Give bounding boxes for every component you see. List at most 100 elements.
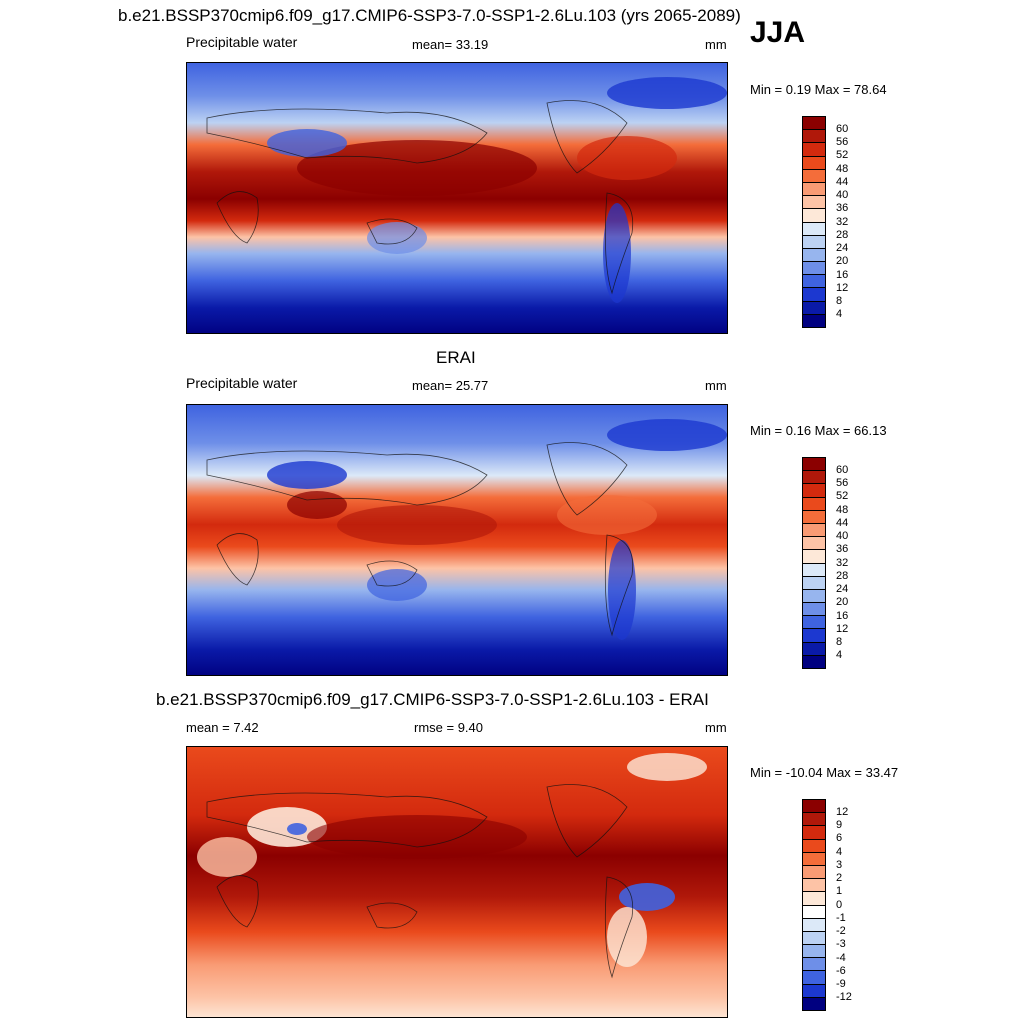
panel-1-map	[186, 62, 728, 334]
colorbar-swatch	[803, 458, 825, 472]
colorbar-tick-label: 8	[836, 295, 843, 307]
colorbar-swatch	[803, 248, 825, 263]
colorbar-tick-label: 36	[836, 543, 849, 556]
colorbar-tick-label: 3	[836, 858, 843, 871]
panel-2-map	[186, 404, 728, 676]
panel-3-mean: mean = 7.42	[186, 720, 259, 735]
panel-2-title: ERAI	[436, 348, 476, 367]
colorbar-tick-label: 36	[836, 202, 849, 215]
panel-2-mean: mean= 25.77	[412, 378, 489, 393]
panel-1-mean: mean= 33.19	[412, 37, 489, 52]
colorbar-swatch	[803, 182, 825, 197]
colorbar-swatch	[803, 262, 825, 276]
panel-2-variable: Precipitable water	[186, 375, 298, 391]
colorbar-tick-label: 40	[836, 530, 849, 542]
colorbar-tick-label: 32	[836, 556, 849, 569]
colorbar-swatch	[803, 209, 825, 223]
colorbar-tick-label: 32	[836, 215, 849, 228]
colorbar-swatch	[803, 196, 825, 210]
colorbar-tick-label: 4	[836, 649, 843, 662]
colorbar-swatch	[803, 523, 825, 538]
colorbar-swatch	[803, 905, 825, 919]
colorbar-swatch	[803, 931, 825, 946]
colorbar-swatch	[803, 984, 825, 998]
panel-1-colorbar	[802, 116, 826, 328]
colorbar-swatch	[803, 945, 825, 959]
colorbar-tick-label: 8	[836, 636, 843, 648]
colorbar-swatch	[803, 275, 825, 289]
colorbar-swatch	[803, 288, 825, 302]
colorbar-tick-label: 48	[836, 162, 849, 175]
colorbar-tick-label: -2	[836, 925, 846, 937]
colorbar-tick-label: 60	[836, 463, 849, 476]
colorbar-swatch	[803, 222, 825, 236]
colorbar-tick-label: 4	[836, 845, 843, 858]
colorbar-tick-label: -3	[836, 938, 846, 951]
colorbar-swatch	[803, 603, 825, 617]
panel-3-units: mm	[705, 720, 727, 735]
colorbar-tick-label: 24	[836, 242, 849, 254]
panel-2-minmax: Min = 0.16 Max = 66.13	[750, 423, 887, 438]
colorbar-swatch	[803, 971, 825, 985]
colorbar-swatch	[803, 301, 825, 315]
colorbar-tick-label: 12	[836, 805, 849, 818]
colorbar-tick-label: 44	[836, 516, 849, 529]
colorbar-swatch	[803, 471, 825, 485]
colorbar-swatch	[803, 865, 825, 880]
colorbar-swatch	[803, 629, 825, 643]
colorbar-swatch	[803, 537, 825, 551]
colorbar-tick-label: 52	[836, 490, 849, 503]
colorbar-swatch	[803, 497, 825, 511]
panel-1-title: b.e21.BSSP370cmip6.f09_g17.CMIP6-SSP3-7.…	[118, 6, 741, 25]
colorbar-swatch	[803, 576, 825, 590]
colorbar-tick-label: -9	[836, 978, 846, 990]
colorbar-swatch	[803, 169, 825, 183]
colorbar-tick-label: 9	[836, 819, 843, 831]
panel-3-title: b.e21.BSSP370cmip6.f09_g17.CMIP6-SSP3-7.…	[156, 690, 709, 709]
panel-1-variable: Precipitable water	[186, 34, 298, 50]
colorbar-tick-label: 56	[836, 136, 849, 148]
panel-3-minmax: Min = -10.04 Max = 33.47	[750, 765, 899, 780]
panel-1-units: mm	[705, 37, 727, 52]
colorbar-swatch	[803, 235, 825, 249]
panel-3-colorbar	[802, 799, 826, 1011]
colorbar-tick-label: -12	[836, 991, 852, 1004]
colorbar-swatch	[803, 117, 825, 131]
colorbar-tick-label: 48	[836, 503, 849, 516]
colorbar-tick-label: 60	[836, 122, 849, 135]
colorbar-tick-label: 44	[836, 175, 849, 188]
colorbar-swatch	[803, 800, 825, 814]
colorbar-tick-label: 16	[836, 268, 849, 281]
colorbar-swatch	[803, 852, 825, 866]
colorbar-tick-label: 16	[836, 609, 849, 622]
panel-3-map	[186, 746, 728, 1018]
colorbar-tick-label: -6	[836, 964, 846, 977]
colorbar-swatch	[803, 918, 825, 932]
colorbar-tick-label: 52	[836, 149, 849, 162]
season-label: JJA	[750, 16, 806, 49]
colorbar-tick-label: -1	[836, 911, 846, 924]
colorbar-swatch	[803, 616, 825, 630]
colorbar-tick-label: 20	[836, 596, 849, 609]
colorbar-tick-label: 2	[836, 872, 843, 884]
colorbar-tick-label: 4	[836, 308, 843, 321]
colorbar-swatch	[803, 589, 825, 604]
colorbar-tick-label: 20	[836, 255, 849, 268]
colorbar-swatch	[803, 813, 825, 827]
colorbar-tick-label: -4	[836, 951, 846, 964]
colorbar-tick-label: 0	[836, 898, 843, 911]
panel-2-units: mm	[705, 378, 727, 393]
colorbar-swatch	[803, 826, 825, 840]
colorbar-swatch	[803, 839, 825, 853]
colorbar-swatch	[803, 314, 825, 327]
colorbar-tick-label: 12	[836, 281, 849, 294]
colorbar-swatch	[803, 958, 825, 972]
colorbar-tick-label: 12	[836, 622, 849, 635]
colorbar-swatch	[803, 143, 825, 157]
panel-3-rmse: rmse = 9.40	[414, 720, 484, 735]
colorbar-tick-label: 6	[836, 832, 843, 845]
colorbar-tick-label: 40	[836, 189, 849, 201]
colorbar-tick-label: 28	[836, 569, 849, 582]
colorbar-tick-label: 1	[836, 885, 843, 898]
panel-2-colorbar	[802, 457, 826, 669]
